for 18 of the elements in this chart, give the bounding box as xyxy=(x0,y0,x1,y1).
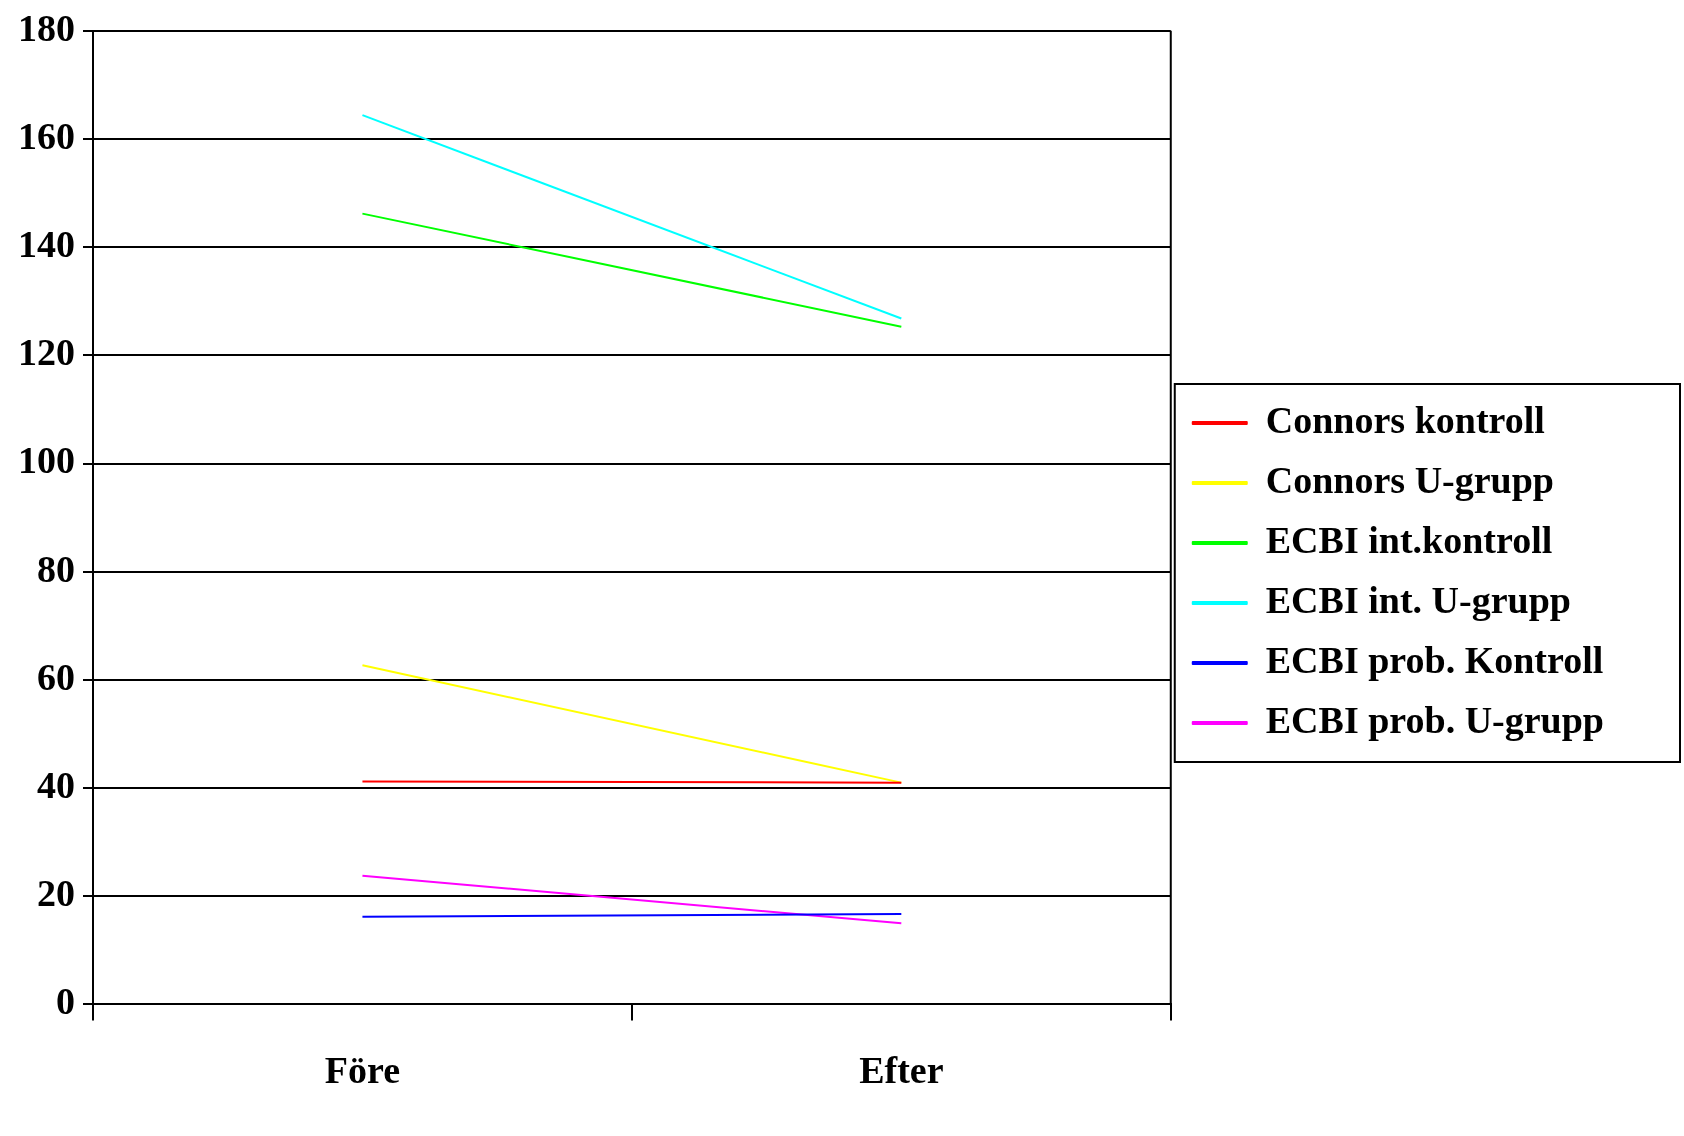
y-tick-label: 100 xyxy=(18,439,75,482)
y-tick-label: 120 xyxy=(18,331,75,374)
y-tick-label: 80 xyxy=(37,547,75,590)
legend-label: Connors U-grupp xyxy=(1265,458,1554,501)
y-tick-label: 180 xyxy=(18,6,75,49)
legend-label: ECBI int.kontroll xyxy=(1265,518,1553,561)
y-tick-label: 0 xyxy=(56,980,75,1023)
y-tick-label: 20 xyxy=(37,872,75,915)
y-tick-label: 40 xyxy=(37,763,75,806)
y-tick-label: 160 xyxy=(18,114,75,157)
legend-label: ECBI prob. Kontroll xyxy=(1265,638,1604,681)
x-tick-label: Efter xyxy=(859,1049,944,1092)
legend-label: Connors kontroll xyxy=(1265,398,1545,441)
y-tick-label: 140 xyxy=(18,222,75,265)
x-tick-label: Före xyxy=(324,1049,401,1092)
legend-label: ECBI prob. U-grupp xyxy=(1265,698,1604,741)
y-tick-label: 60 xyxy=(37,655,75,698)
legend-label: ECBI int. U-grupp xyxy=(1265,578,1571,621)
